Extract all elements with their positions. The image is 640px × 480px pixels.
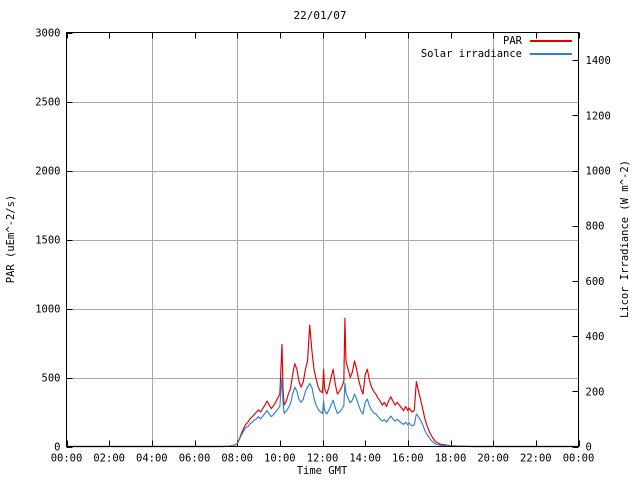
tick-label-right: 1400 — [586, 55, 611, 67]
x-axis-label: Time GMT — [297, 465, 348, 477]
tick-label-bottom: 16:00 — [392, 453, 424, 465]
plot-frame — [66, 32, 579, 447]
tick-label-left: 2000 — [35, 166, 60, 178]
tick-label-left: 1500 — [35, 235, 60, 247]
tick-label-bottom: 18:00 — [435, 453, 467, 465]
tick-label-right: 200 — [586, 386, 605, 398]
vertical-gridlines — [152, 32, 494, 447]
series-line-solar-irradiance — [65, 376, 580, 448]
left-axis-tick-labels: 0 500 1000 1500 2000 2500 3000 — [35, 28, 60, 454]
tick-label-bottom: 20:00 — [477, 453, 509, 465]
tick-label-bottom: 14:00 — [349, 453, 381, 465]
tick-label-bottom: 00:00 — [51, 453, 83, 465]
tick-label-right: 600 — [586, 276, 605, 288]
tick-label-right: 1000 — [586, 166, 611, 178]
tick-label-left: 2500 — [35, 97, 60, 109]
tick-label-left: 1000 — [35, 304, 60, 316]
legend-label-solar-irradiance: Solar irradiance — [421, 48, 522, 60]
data-series-group — [65, 317, 580, 448]
y-axis-label: PAR (uEm^-2/s) — [5, 195, 17, 284]
right-axis-tick-labels: 0 200 400 600 800 1000 1200 1400 — [586, 55, 611, 453]
y2-axis-label: Licor Irradiance (W m^-2) — [619, 160, 631, 318]
right-axis-ticks — [572, 60, 579, 448]
bottom-axis-tick-labels: 00:00 02:00 04:00 06:00 08:00 10:00 12:00 14:00… — [51, 453, 595, 465]
tick-label-right: 0 — [586, 442, 592, 454]
top-axis-ticks — [67, 32, 580, 39]
tick-label-bottom: 08:00 — [221, 453, 253, 465]
tick-label-bottom: 06:00 — [179, 453, 211, 465]
tick-label-left: 3000 — [35, 28, 60, 40]
tick-label-right: 400 — [586, 331, 605, 343]
bottom-axis-ticks — [67, 440, 580, 447]
tick-label-bottom: 22:00 — [520, 453, 552, 465]
tick-label-bottom: 04:00 — [136, 453, 168, 465]
chart-title: 22/01/07 — [294, 9, 347, 22]
tick-label-bottom: 00:00 — [563, 453, 595, 465]
tick-label-right: 1200 — [586, 110, 611, 122]
tick-label-bottom: 12:00 — [307, 453, 339, 465]
tick-label-bottom: 10:00 — [264, 453, 296, 465]
tick-label-bottom: 02:00 — [93, 453, 125, 465]
tick-label-left: 0 — [54, 442, 60, 454]
tick-label-right: 800 — [586, 221, 605, 233]
legend-label-par: PAR — [503, 35, 523, 47]
left-axis-ticks — [66, 33, 73, 448]
series-line-par — [65, 317, 580, 448]
tick-label-left: 500 — [42, 373, 61, 385]
